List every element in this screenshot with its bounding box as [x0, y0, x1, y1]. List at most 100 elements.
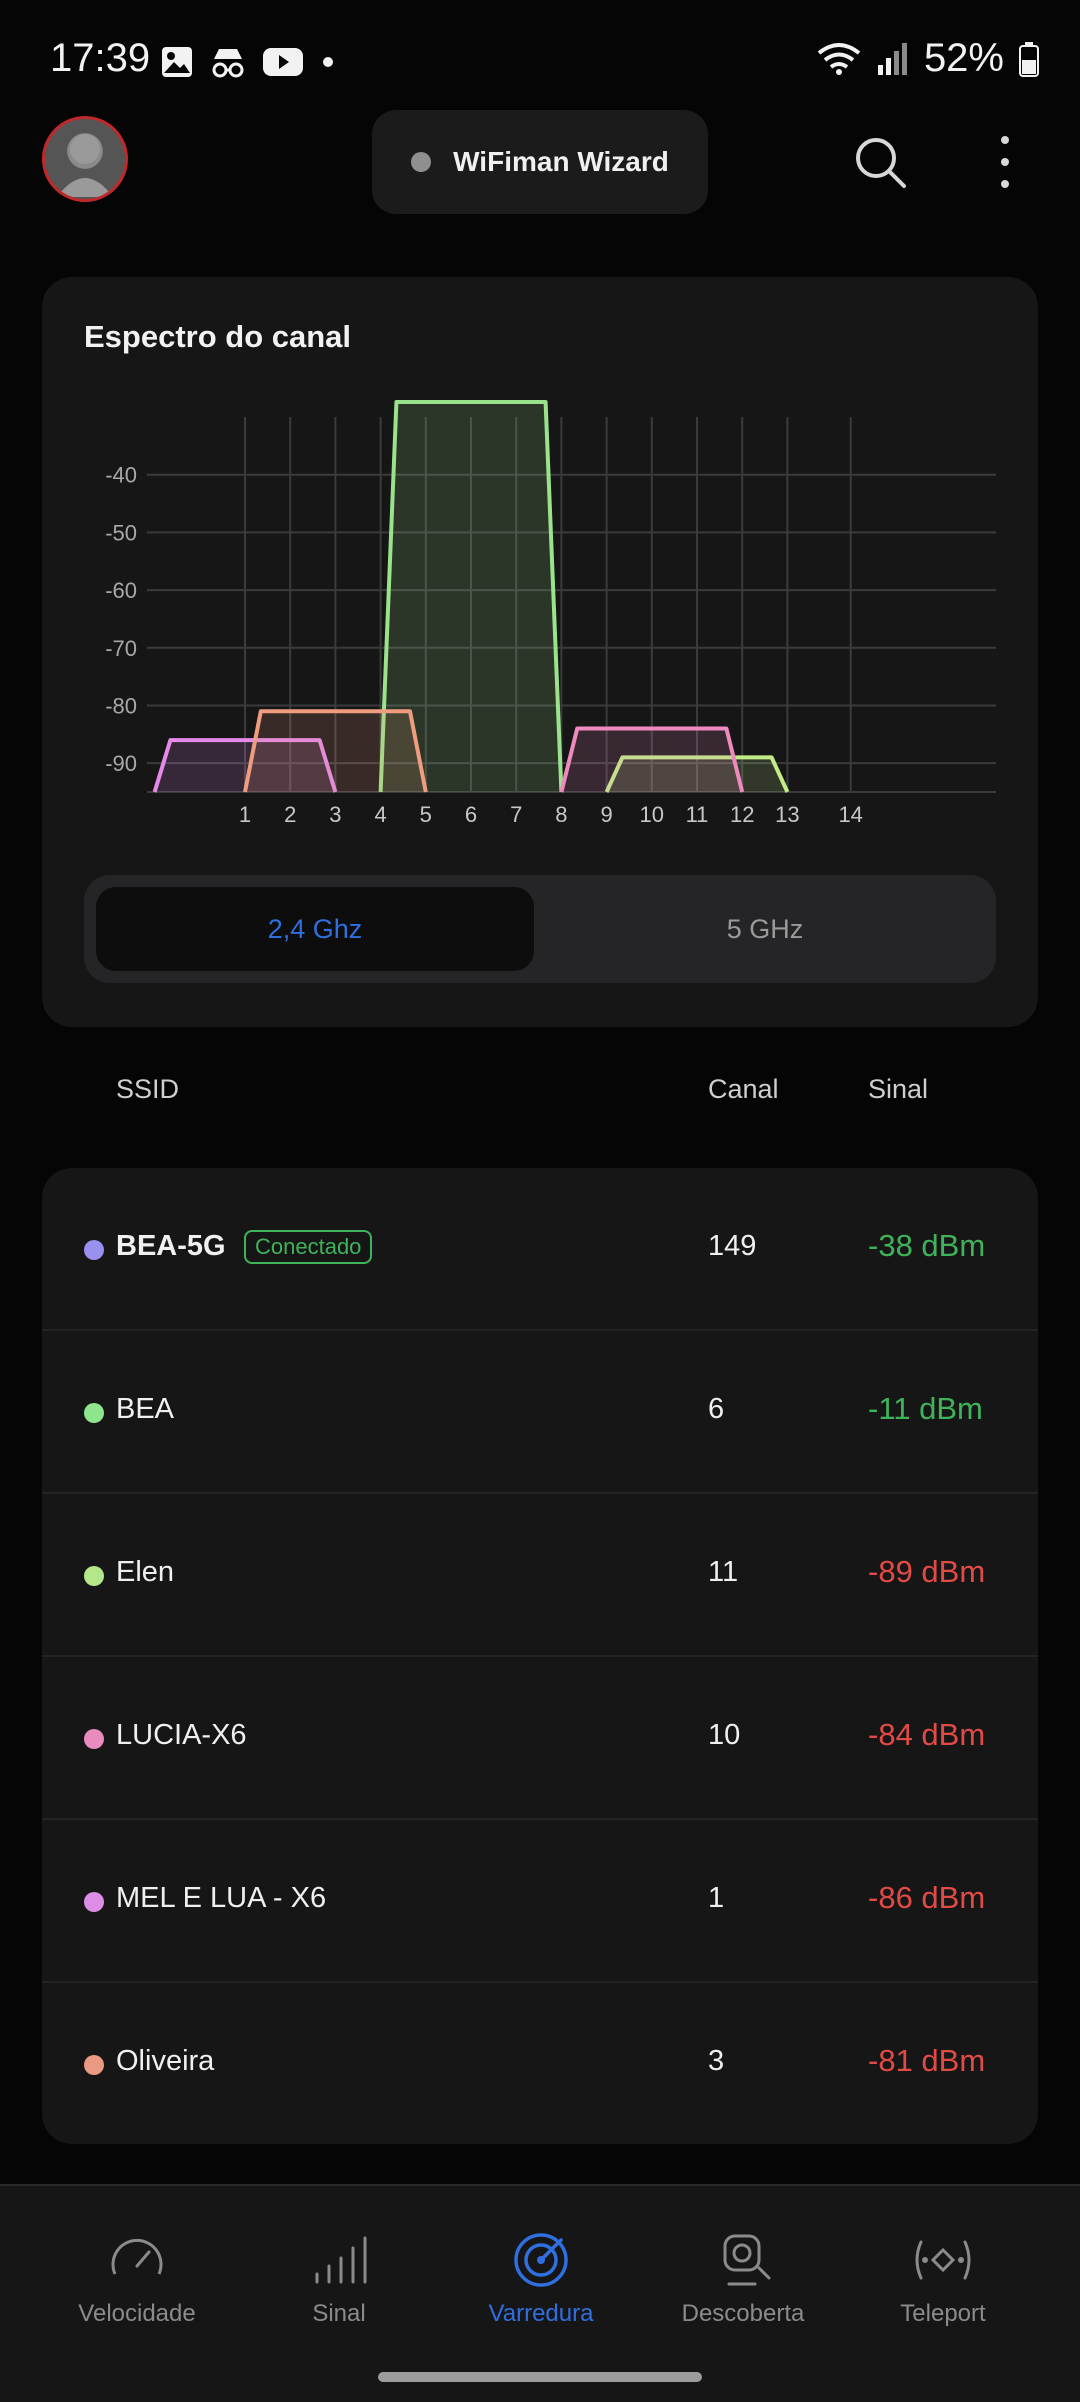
network-color-dot: [84, 1403, 104, 1423]
avatar[interactable]: [42, 116, 128, 202]
nav-item-velocidade[interactable]: Velocidade: [36, 2186, 238, 2366]
wifi-icon: [817, 42, 861, 75]
nav-item-teleport[interactable]: Teleport: [842, 2186, 1044, 2366]
sinal-column-header[interactable]: Sinal: [868, 1074, 929, 1104]
y-tick-label: -60: [105, 578, 137, 603]
top-app-bar: WiFiman Wizard: [0, 104, 1080, 224]
speedometer-icon: [111, 2238, 163, 2275]
home-indicator[interactable]: [378, 2372, 702, 2382]
notification-icons: [160, 44, 338, 80]
nav-label-descoberta: Descoberta: [681, 2300, 805, 2327]
series-line: [378, 400, 564, 793]
x-tick-label: 5: [420, 802, 432, 827]
x-tick-label: 14: [838, 802, 862, 827]
network-channel: 6: [708, 1393, 725, 1425]
wifiman-wizard-button[interactable]: WiFiman Wizard: [372, 110, 708, 214]
x-tick-label: 11: [686, 802, 709, 827]
y-tick-label: -40: [105, 463, 137, 488]
network-color-dot: [84, 1566, 104, 1586]
band-5ghz-tab[interactable]: 5 GHz: [726, 913, 804, 944]
network-signal: -11 dBm: [868, 1391, 983, 1426]
nav-label-sinal: Sinal: [312, 2300, 366, 2327]
status-time: 17:39: [50, 36, 151, 80]
network-ssid: BEA: [116, 1393, 175, 1425]
series-line: [604, 755, 790, 793]
network-color-dot: [84, 1729, 104, 1749]
incognito-icon: [212, 49, 244, 78]
nav-item-descoberta[interactable]: Descoberta: [642, 2186, 844, 2366]
x-tick-label: 9: [600, 802, 612, 827]
dot-icon: [323, 57, 333, 67]
network-signal: -86 dBm: [868, 1880, 986, 1915]
app-title: WiFiman Wizard: [453, 146, 669, 177]
teleport-icon: [915, 2240, 971, 2280]
nav-item-varredura[interactable]: Varredura: [440, 2186, 642, 2366]
x-tick-label: 13: [775, 802, 799, 827]
channel-spectrum-chart: -40-50-60-70-80-901 2 3 4 5 6 7 8 9 10 11 12 13 14: [105, 400, 996, 827]
series-line: [559, 726, 745, 793]
channel-spectrum-card: Espectro do canal -40 -50 -60 -70 -80 -90 1 2 3 4…: [42, 277, 1038, 1027]
network-ssid: Oliveira: [116, 2045, 215, 2077]
network-channel: 1: [708, 1882, 725, 1914]
cell-signal-icon: [877, 42, 907, 75]
x-tick-label: 6: [465, 802, 477, 827]
network-row[interactable]: BEA-5G Conectado 149 -38 dBm: [42, 1168, 1038, 1331]
device-search-icon: [723, 2234, 771, 2286]
y-tick-label: -70: [105, 636, 137, 661]
series-area: [245, 711, 426, 792]
network-channel: 10: [708, 1719, 741, 1751]
signal-bars-icon: [315, 2236, 367, 2284]
x-tick-label: 12: [730, 802, 754, 827]
network-signal: -38 dBm: [868, 1228, 986, 1263]
network-color-dot: [84, 1240, 104, 1260]
series-area: [380, 402, 562, 792]
nav-item-sinal[interactable]: Sinal: [238, 2186, 440, 2366]
more-vert-icon[interactable]: [990, 132, 1020, 192]
network-row[interactable]: BEA 6 -11 dBm: [42, 1331, 1038, 1494]
network-channel: 3: [708, 2045, 725, 2077]
x-tick-label: 10: [640, 802, 664, 827]
network-list-header: SSID Canal Sinal: [0, 1060, 1080, 1120]
canal-column-header[interactable]: Canal: [708, 1074, 779, 1104]
network-row[interactable]: Elen 11 -89 dBm: [42, 1494, 1038, 1657]
network-row[interactable]: Oliveira 3 -81 dBm: [42, 1983, 1038, 2144]
network-signal: -84 dBm: [868, 1717, 986, 1752]
x-tick-label: 8: [555, 802, 567, 827]
battery-icon: [1019, 41, 1039, 77]
search-icon[interactable]: [852, 134, 908, 190]
y-tick-label: -90: [105, 751, 137, 776]
nav-label-varredura: Varredura: [488, 2300, 594, 2327]
battery-percentage: 52%: [923, 36, 1004, 80]
network-row[interactable]: LUCIA-X6 10 -84 dBm: [42, 1657, 1038, 1820]
network-row[interactable]: MEL E LUA - X6 1 -86 dBm: [42, 1820, 1038, 1983]
network-list: BEA-5G Conectado 149 -38 dBm BEA 6 -11 dBm Elen…: [42, 1168, 1038, 2144]
radar-scan-icon: [514, 2233, 568, 2287]
connected-badge: Conectado: [244, 1230, 373, 1264]
ssid-column-header[interactable]: SSID: [116, 1074, 180, 1104]
network-ssid: Elen: [116, 1556, 175, 1588]
y-tick-label: -50: [105, 520, 137, 545]
user-icon: [57, 134, 113, 197]
x-tick-label: 4: [374, 802, 386, 827]
network-signal: -81 dBm: [868, 2043, 986, 2078]
band-2-4ghz-tab[interactable]: 2,4 Ghz: [96, 887, 534, 971]
network-color-dot: [84, 2055, 104, 2075]
network-channel: 149: [708, 1230, 757, 1262]
wizard-status-dot: [411, 152, 432, 172]
series-area: [561, 728, 743, 792]
nav-label-teleport: Teleport: [900, 2300, 986, 2327]
y-tick-label: -80: [105, 693, 137, 718]
network-ssid: LUCIA-X6: [116, 1719, 247, 1751]
series-line: [243, 709, 428, 793]
network-channel: 11: [708, 1556, 739, 1588]
spectrum-title: Espectro do canal: [84, 319, 352, 354]
x-tick-label: 7: [510, 802, 522, 827]
series-area: [154, 740, 336, 792]
youtube-icon: [263, 48, 303, 76]
nav-label-velocidade: Velocidade: [78, 2300, 196, 2327]
band-toggle: 2,4 Ghz 5 GHz: [84, 875, 996, 983]
network-color-dot: [84, 1892, 104, 1912]
network-signal: -89 dBm: [868, 1554, 986, 1589]
status-bar: 17:39: [0, 0, 1080, 120]
gallery-icon: [162, 47, 192, 77]
